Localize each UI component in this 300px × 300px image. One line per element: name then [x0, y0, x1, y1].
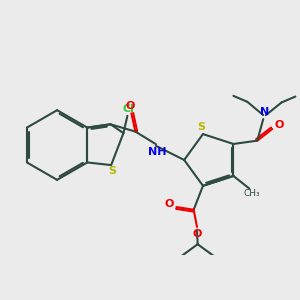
Text: O: O: [164, 199, 174, 209]
Text: CH₃: CH₃: [244, 189, 260, 198]
Text: S: S: [197, 122, 205, 132]
Text: NH: NH: [148, 148, 166, 158]
Text: O: O: [275, 120, 284, 130]
Text: O: O: [193, 229, 202, 239]
Text: S: S: [108, 166, 116, 176]
Text: Cl: Cl: [122, 103, 134, 113]
Text: N: N: [260, 107, 269, 117]
Text: O: O: [125, 101, 134, 111]
